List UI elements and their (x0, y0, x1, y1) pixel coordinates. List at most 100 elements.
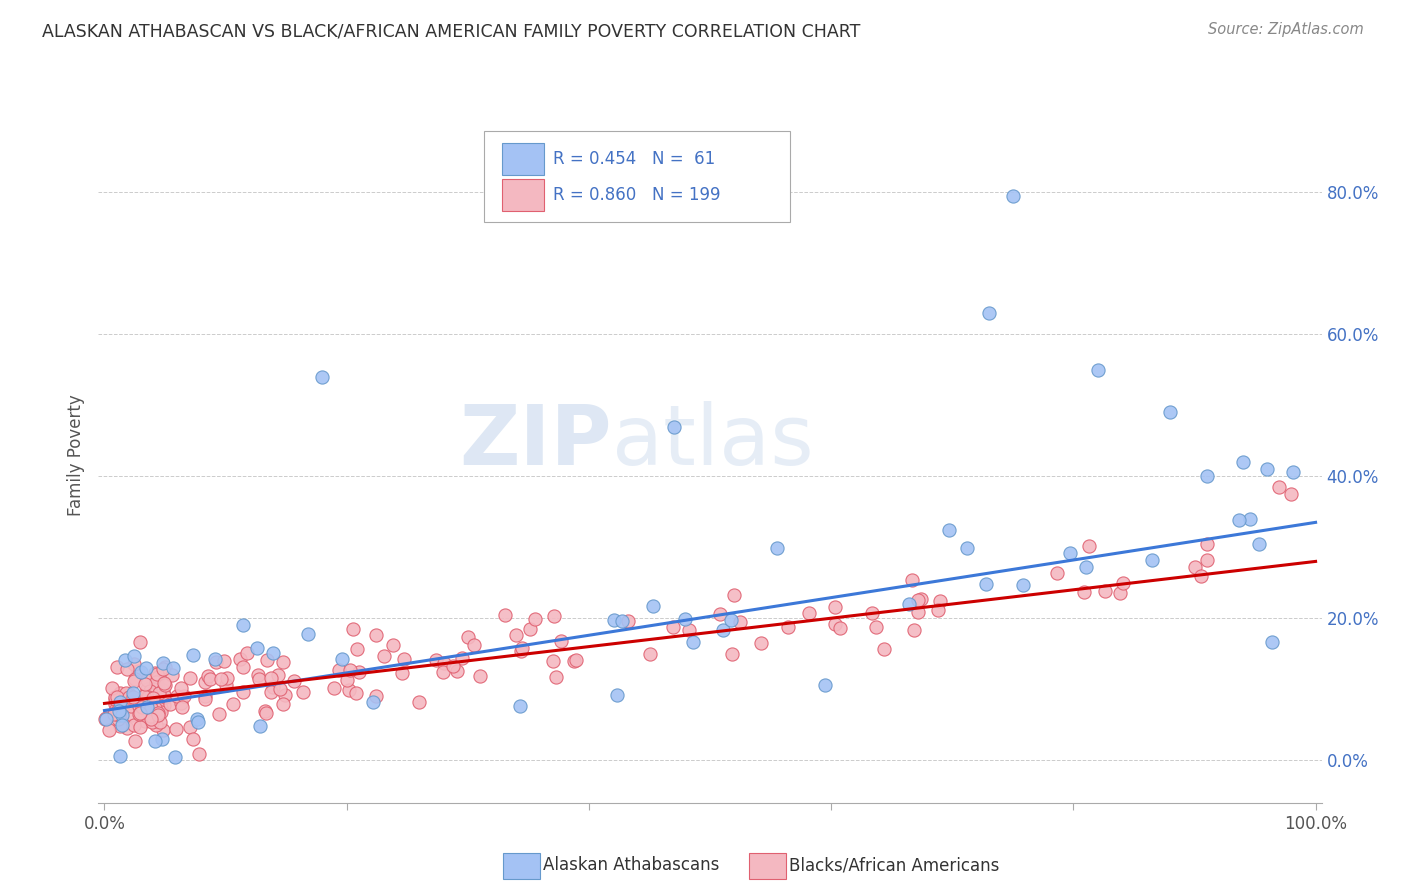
Point (129, 665, 152, 679)
Point (204, 652, 226, 666)
Point (132, 701, 155, 715)
Point (457, 630, 479, 644)
Point (215, 671, 238, 685)
Point (143, 734, 166, 748)
Point (129, 720, 152, 734)
Point (148, 686, 170, 700)
Point (373, 649, 395, 664)
Point (170, 696, 193, 710)
Point (152, 657, 174, 671)
Point (682, 634, 704, 648)
Point (541, 654, 564, 668)
Point (143, 700, 166, 714)
Text: atlas: atlas (612, 401, 814, 482)
Point (153, 659, 176, 673)
Point (519, 622, 541, 636)
Point (170, 681, 193, 696)
Point (1074, 560, 1097, 574)
Point (297, 627, 319, 641)
Point (797, 606, 820, 620)
Point (222, 697, 245, 711)
Point (974, 577, 997, 591)
Point (524, 612, 547, 626)
Point (1279, 487, 1302, 501)
Point (860, 606, 883, 620)
Point (249, 718, 271, 732)
Point (1112, 576, 1135, 591)
Point (262, 646, 284, 660)
Point (172, 700, 194, 714)
Point (134, 677, 156, 691)
Point (104, 697, 127, 711)
Point (678, 624, 700, 638)
Point (1109, 586, 1132, 600)
Point (124, 672, 146, 686)
Point (101, 681, 124, 695)
Point (1256, 462, 1278, 476)
Point (166, 689, 188, 703)
Point (347, 665, 370, 679)
Point (138, 684, 160, 698)
Point (271, 656, 294, 670)
Point (128, 707, 150, 722)
Point (408, 696, 430, 710)
Point (152, 731, 174, 746)
Text: ZIP: ZIP (460, 401, 612, 482)
Point (253, 704, 276, 718)
Point (425, 653, 447, 667)
Point (346, 641, 368, 656)
Point (337, 682, 360, 697)
Point (470, 669, 492, 683)
Point (121, 690, 143, 705)
Point (232, 684, 254, 698)
Point (441, 659, 464, 673)
Point (1001, 188, 1024, 202)
Point (907, 592, 929, 607)
Point (865, 620, 887, 634)
Point (450, 651, 472, 665)
Point (928, 594, 950, 608)
Point (110, 704, 132, 718)
Point (824, 600, 846, 615)
Point (828, 621, 851, 635)
Point (103, 706, 125, 721)
Point (194, 691, 217, 706)
Point (364, 628, 387, 642)
Point (910, 592, 932, 607)
Point (565, 652, 588, 666)
Point (111, 697, 134, 711)
Point (111, 708, 134, 723)
Point (901, 573, 924, 587)
Point (139, 713, 162, 727)
Point (187, 715, 209, 730)
Point (749, 635, 772, 649)
Point (128, 706, 150, 720)
Point (212, 654, 235, 668)
Point (107, 705, 129, 719)
Point (381, 638, 404, 652)
Point (197, 669, 219, 683)
Point (135, 681, 157, 696)
Point (776, 620, 799, 634)
Point (1260, 635, 1282, 649)
Point (142, 691, 165, 706)
Point (118, 687, 141, 701)
Point (721, 647, 744, 661)
Point (125, 691, 148, 706)
Point (509, 644, 531, 658)
Point (128, 634, 150, 648)
Point (107, 698, 129, 712)
Point (135, 661, 157, 675)
Point (562, 654, 585, 668)
Text: Blacks/African Americans: Blacks/African Americans (789, 856, 1000, 874)
Text: R = 0.454   N =  61: R = 0.454 N = 61 (554, 150, 716, 168)
Point (152, 723, 174, 737)
Point (903, 624, 925, 638)
Point (494, 607, 516, 622)
Point (603, 614, 626, 628)
Point (107, 712, 129, 726)
Text: Source: ZipAtlas.com: Source: ZipAtlas.com (1208, 22, 1364, 37)
Point (145, 686, 167, 700)
Point (1227, 512, 1250, 526)
Point (246, 641, 269, 656)
